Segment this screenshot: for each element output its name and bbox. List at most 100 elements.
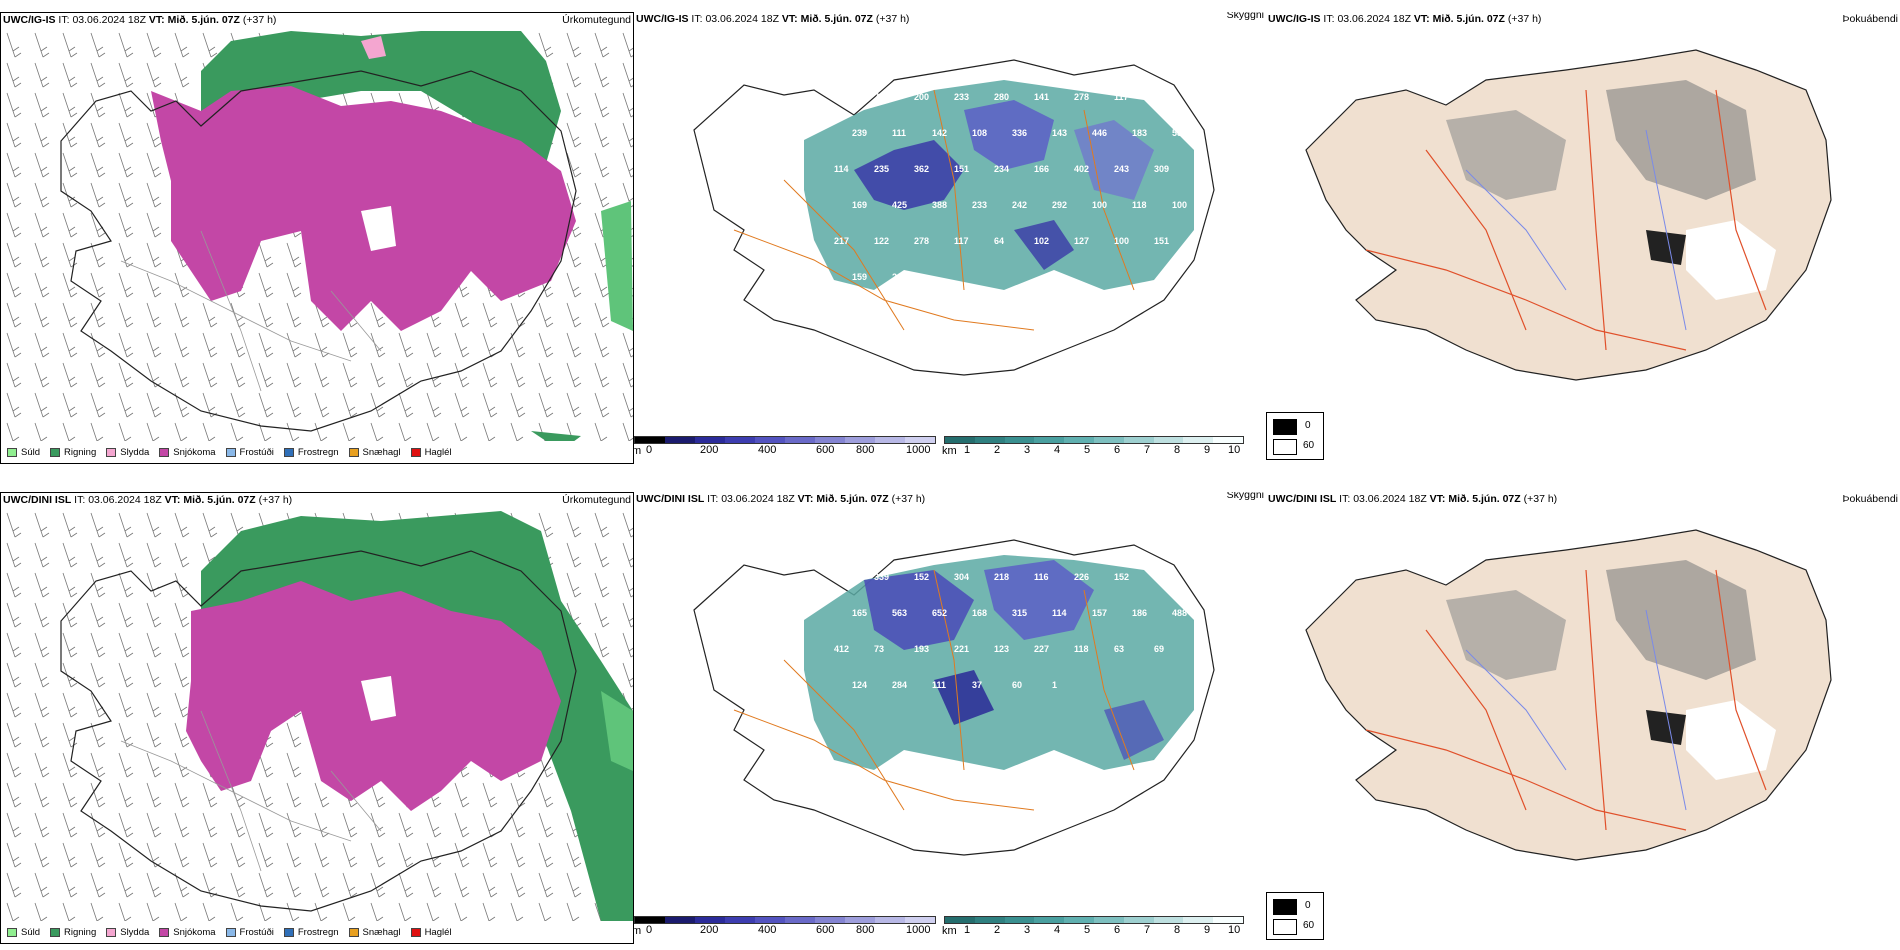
fog-swatch-dark (1273, 899, 1297, 915)
it-label: IT: (58, 14, 70, 26)
rain-area (201, 511, 633, 921)
legend-item-haglel: Haglél (410, 927, 452, 938)
legend-label: Snæhagl (362, 926, 401, 938)
panel-header: UWC/DINI ISL IT: 03.06.2024 18Z VT: Mið.… (636, 492, 1264, 508)
tick-label: 800 (856, 444, 875, 456)
colorbar-unit: km (942, 925, 957, 937)
ceiling-value-label: 243 (1114, 164, 1129, 174)
tick-label: 800 (856, 924, 875, 936)
tick-label: 6 (1114, 444, 1121, 456)
ceiling-value-label: 339 (874, 572, 889, 582)
it-value: 03.06.2024 18Z (1353, 493, 1427, 505)
ceiling-value-label: 122 (874, 236, 889, 246)
ceiling-value-label: 315 (1012, 608, 1027, 618)
legend-item-rigning: Rigning (50, 927, 96, 938)
it-label: IT: (1339, 493, 1351, 505)
legend-item-slydda: Slydda (106, 927, 149, 938)
tick-label: 4 (1054, 444, 1061, 456)
ceiling-value-label: 412 (834, 644, 849, 654)
vt-value: Mið. 5.jún. 07Z (816, 493, 889, 505)
legend-item-sudd: Súld (7, 927, 40, 938)
legend-label: Snjókoma (173, 446, 216, 458)
precip-type-panel-bottom: UWC/DINI ISL IT: 03.06.2024 18Z VT: Mið.… (0, 492, 634, 944)
it-value: 03.06.2024 18Z (705, 13, 779, 25)
fog-indicator-panel-top: UWC/IG-IS IT: 03.06.2024 18Z VT: Mið. 5.… (1266, 12, 1900, 412)
vt-value: Mið. 5.jún. 07Z (183, 494, 256, 506)
ceiling-value-label: 193 (914, 644, 929, 654)
legend-swatch (410, 447, 421, 457)
lead-time: (+37 h) (1523, 493, 1558, 505)
legend-swatch (7, 447, 17, 457)
model-name: UWC/DINI ISL (1268, 493, 1337, 505)
rain-area (201, 31, 561, 181)
ceiling-value-label: 21 (892, 272, 902, 282)
iceland-coastline (693, 59, 1215, 376)
visibility-colorbar: km 1 2 3 4 5 6 7 8 9 10 (942, 916, 1244, 938)
ceiling-value-label: 309 (1154, 164, 1169, 174)
tick-label: 3 (1024, 444, 1031, 456)
tick-label: 9 (1204, 924, 1211, 936)
ceiling-value-label: 242 (1012, 200, 1027, 210)
legend-label: Frostúði (239, 446, 274, 458)
ceiling-value-label: 200 (914, 92, 929, 102)
lead-time: (+37 h) (258, 494, 293, 506)
legend-swatch (283, 447, 294, 457)
ceiling-value-label: 233 (954, 92, 969, 102)
tick-label: 0 (646, 444, 653, 456)
tick-label: 5 (1084, 444, 1091, 456)
legend-item-snaehagl: Snæhagl (348, 447, 401, 458)
legend-label: Súld (21, 926, 41, 938)
ceiling-value-label: 111 (932, 680, 946, 690)
tick-label: 400 (758, 444, 777, 456)
ceiling-value-label: 118 (1074, 644, 1089, 654)
ceiling-value-label: 362 (914, 164, 929, 174)
legend-item-sudd: Súld (7, 447, 40, 458)
precip-legend: Súld Rigning Slydda Snjókoma Frostúði Fr… (7, 445, 452, 459)
ceiling-value-label: 151 (954, 164, 969, 174)
tick-label: 1 (964, 444, 971, 456)
ceiling-value-label: 652 (932, 608, 947, 618)
model-name: UWC/IG-IS (3, 14, 56, 26)
tick-label: 400 (758, 924, 777, 936)
ceiling-value-label: 123 (994, 644, 1009, 654)
panel-title: Úrkomutegund (562, 494, 631, 506)
legend-swatch (348, 927, 359, 937)
vt-label: VT: (1429, 493, 1446, 505)
ceiling-value-label: 183 (1132, 128, 1147, 138)
ceiling-value-label: 165 (852, 608, 867, 618)
legend-swatch (106, 927, 117, 937)
iceland-land (1305, 49, 1832, 381)
precip-legend: Súld Rigning Slydda Snjókoma Frostúði Fr… (7, 925, 452, 939)
tick-label: 10 (1228, 444, 1241, 456)
fog-indicator-map (1305, 49, 1832, 381)
precip-type-map (1, 31, 633, 441)
vt-value: Mið. 5.jún. 07Z (1432, 13, 1505, 25)
legend-item-frostudi: Frostúði (225, 927, 274, 938)
panel-title: Úrkomutegund (562, 14, 631, 26)
tick-label: 1000 (906, 924, 931, 936)
panel-title: Þokuábendi (1842, 493, 1898, 505)
ceiling-value-label: 425 (892, 200, 907, 210)
ceiling-value-label: 117 (954, 236, 969, 246)
ceiling-value-label: 446 (1092, 128, 1107, 138)
vt-label: VT: (164, 494, 181, 506)
it-label: IT: (74, 494, 86, 506)
ceiling-value-label: 580 (1172, 128, 1187, 138)
ceiling-value-label: 100 (1092, 200, 1107, 210)
legend-swatch (225, 927, 236, 937)
ceiling-value-label: 348 (1154, 572, 1169, 582)
legend-item-frostregn: Frostregn (283, 927, 339, 938)
fog-legend-value: 60 (1303, 920, 1315, 931)
ceiling-value-label: 292 (1052, 200, 1067, 210)
ceiling-colorbar: m 0 200 400 600 800 1000 (634, 916, 936, 938)
ceiling-value-label: 152 (914, 572, 929, 582)
ceiling-value-label: 69 (1154, 644, 1164, 654)
river-network (1465, 129, 1687, 331)
vt-label: VT: (1413, 13, 1430, 25)
vt-label: VT: (797, 493, 814, 505)
colorbar-unit: km (942, 445, 957, 457)
ceiling-value-label: 117 (1114, 92, 1129, 102)
ceiling-value-label: 402 (1074, 164, 1089, 174)
it-value: 03.06.2024 18Z (88, 494, 162, 506)
fog-legend-value: 0 (1305, 900, 1311, 911)
